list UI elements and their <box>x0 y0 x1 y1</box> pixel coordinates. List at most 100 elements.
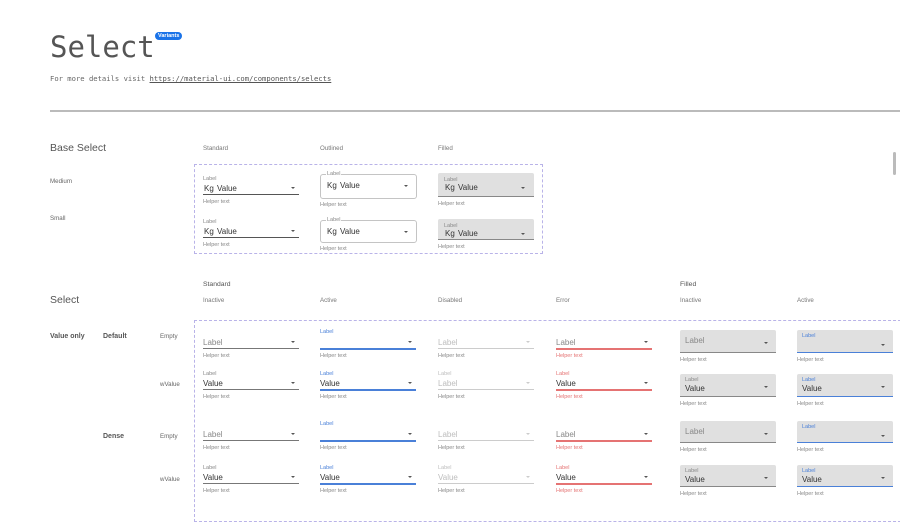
col-inactive: Inactive <box>203 297 224 304</box>
select-active[interactable] <box>320 421 416 441</box>
value: Value <box>217 227 237 236</box>
helper-text: Helper text <box>203 394 230 400</box>
dropdown-arrow-icon <box>764 433 768 435</box>
helper-text: Helper text <box>203 353 230 359</box>
field-label: Label <box>802 424 815 430</box>
row-wvalue: wValue <box>160 381 180 388</box>
underline <box>438 348 534 349</box>
helper-text: Helper text <box>203 199 230 205</box>
size-default: Default <box>103 333 127 340</box>
page-subtitle: For more details visit https://material-… <box>50 74 331 83</box>
helper-text: Helper text <box>797 447 824 453</box>
underline <box>203 194 299 195</box>
dropdown-arrow-icon <box>644 476 648 478</box>
underline <box>203 237 299 238</box>
field-label: Label <box>438 371 451 377</box>
value: Value <box>203 379 223 388</box>
prefix: Kg <box>204 227 214 236</box>
field-label: Label <box>203 465 216 471</box>
divider <box>50 110 900 112</box>
helper-text: Helper text <box>203 445 230 451</box>
field-label: Label <box>326 171 341 177</box>
dropdown-arrow-icon <box>881 344 885 346</box>
value: Value <box>320 473 340 482</box>
dropdown-arrow-icon <box>644 382 648 384</box>
field-label: Label <box>203 371 216 377</box>
size-dense: Dense <box>103 433 124 440</box>
value: Value <box>217 184 237 193</box>
col-error: Error <box>556 297 570 304</box>
helper-text: Helper text <box>320 353 347 359</box>
helper-text: Helper text <box>320 202 347 208</box>
underline <box>556 483 652 485</box>
field-label: Label <box>320 371 333 377</box>
dropdown-arrow-icon <box>526 433 530 435</box>
dropdown-arrow-icon <box>764 342 768 344</box>
dropdown-arrow-icon <box>408 476 412 478</box>
placeholder-label: Label <box>556 430 576 439</box>
helper-text: Helper text <box>320 488 347 494</box>
field-label: Label <box>802 333 815 339</box>
helper-text: Helper text <box>438 488 465 494</box>
dropdown-arrow-icon <box>881 386 885 388</box>
placeholder-label: Label <box>556 338 576 347</box>
value: Label <box>438 379 458 388</box>
underline <box>556 348 652 350</box>
value: Value <box>802 475 822 484</box>
field-label: Label <box>438 465 451 471</box>
underline <box>203 440 299 441</box>
select-heading: Select <box>50 294 79 306</box>
scrollbar[interactable] <box>893 152 896 175</box>
col-outlined: Outlined <box>320 145 343 152</box>
field-label: Label <box>556 371 569 377</box>
field-label: Label <box>685 377 698 383</box>
field-label: Label <box>556 465 569 471</box>
col-inactive: Inactive <box>680 297 701 304</box>
value: Value <box>340 181 360 190</box>
field-label: Label <box>320 329 333 335</box>
helper-text: Helper text <box>556 353 583 359</box>
dropdown-arrow-icon <box>881 477 885 479</box>
helper-text: Helper text <box>320 246 347 252</box>
dropdown-arrow-icon <box>881 435 885 437</box>
prefix: Kg <box>445 229 455 238</box>
dropdown-arrow-icon <box>644 433 648 435</box>
value: Value <box>685 384 705 393</box>
col-active: Active <box>320 297 337 304</box>
helper-text: Helper text <box>797 401 824 407</box>
helper-text: Helper text <box>438 244 465 250</box>
value: Value <box>340 227 360 236</box>
dropdown-arrow-icon <box>526 341 530 343</box>
placeholder-label: Label <box>438 338 458 347</box>
helper-text: Helper text <box>680 357 707 363</box>
value: Value <box>458 229 478 238</box>
underline <box>556 389 652 391</box>
dropdown-arrow-icon <box>408 433 412 435</box>
helper-text: Helper text <box>556 394 583 400</box>
group-filled: Filled <box>680 281 696 288</box>
helper-text: Helper text <box>320 445 347 451</box>
row-wvalue: wValue <box>160 476 180 483</box>
value: Value <box>320 379 340 388</box>
col-active: Active <box>797 297 814 304</box>
base-select-heading: Base Select <box>50 142 106 154</box>
underline <box>556 440 652 442</box>
dropdown-arrow-icon <box>291 187 295 189</box>
docs-link[interactable]: https://material-ui.com/components/selec… <box>150 74 332 83</box>
prefix: Kg <box>327 227 337 236</box>
value: Value <box>802 384 822 393</box>
dropdown-arrow-icon <box>764 386 768 388</box>
prefix: Kg <box>204 184 214 193</box>
helper-text: Helper text <box>680 401 707 407</box>
dropdown-arrow-icon <box>526 476 530 478</box>
variants-badge[interactable]: Variants <box>155 32 182 40</box>
select-active[interactable] <box>320 329 416 349</box>
col-standard: Standard <box>203 145 228 152</box>
field-label: Label <box>320 465 333 471</box>
dropdown-arrow-icon <box>764 477 768 479</box>
dropdown-arrow-icon <box>404 185 408 187</box>
dropdown-arrow-icon <box>521 187 525 189</box>
underline <box>203 348 299 349</box>
row-empty: Empty <box>160 433 178 440</box>
dropdown-arrow-icon <box>521 233 525 235</box>
